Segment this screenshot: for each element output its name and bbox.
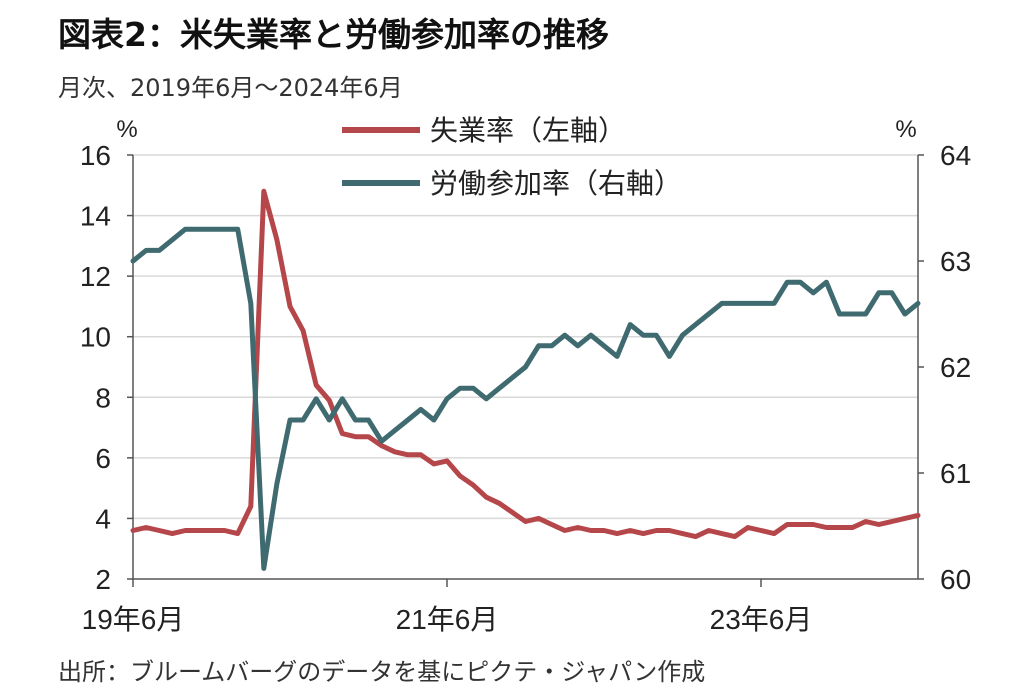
x-axis-ticks: 19年6月 21年6月 23年6月 [82,604,813,635]
axes [127,154,924,587]
gridlines [133,154,918,520]
source-note: 出所：ブルームバーグのデータを基にピクテ・ジャパン作成 [58,658,706,686]
chart-title: 図表2：米失業率と労働参加率の推移 [58,15,609,54]
left-tick-label: 6 [95,443,111,474]
legend-label: 労働参加率（右軸） [430,168,682,199]
left-tick-label: 4 [95,503,111,534]
x-tick-label: 23年6月 [710,604,813,635]
chart-subtitle: 月次、2019年6月～2024年6月 [58,74,403,102]
left-tick-label: 12 [80,261,111,292]
left-tick-label: 8 [95,382,111,413]
left-tick-label: 14 [80,201,111,232]
x-tick-label: 21年6月 [396,604,499,635]
left-tick-label: 10 [80,322,111,353]
right-tick-label: 61 [940,458,971,489]
participation-rate-line [130,226,921,571]
right-tick-label: 60 [940,564,971,595]
right-tick-label: 63 [940,246,971,277]
left-tick-label: 16 [80,140,111,171]
right-axis-unit: % [895,116,916,143]
x-tick-label: 19年6月 [82,604,185,635]
left-axis-ticks: 16 14 12 10 8 6 4 2% [80,116,138,595]
series-lines [130,188,921,571]
right-axis-ticks: 64 63 62 61 60% [895,116,971,595]
left-tick-label: 2 [95,564,111,595]
unemployment-rate-line [130,188,921,540]
left-axis-unit: % [116,116,137,143]
right-tick-label: 62 [940,352,971,383]
legend-label: 失業率（左軸） [430,115,626,146]
legend: 失業率（左軸） 労働参加率（右軸） [342,115,682,199]
right-tick-label: 64 [940,140,971,171]
